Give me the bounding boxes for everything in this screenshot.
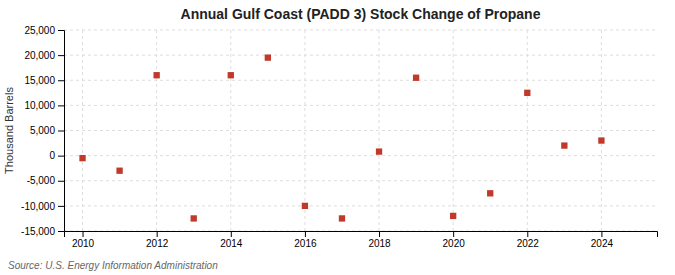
x-tick-mark xyxy=(305,231,306,237)
y-tick-mark xyxy=(58,80,64,81)
x-tick-mark xyxy=(83,231,84,237)
grid-line-y xyxy=(64,130,657,131)
point xyxy=(561,142,567,148)
y-tick: 25,000 xyxy=(24,25,64,36)
y-tick-mark xyxy=(58,131,64,132)
x-tick-mark xyxy=(527,231,528,237)
y-tick-label: -5,000 xyxy=(27,175,56,186)
y-tick: 15,000 xyxy=(24,75,64,86)
x-tick-mark xyxy=(157,231,158,237)
point xyxy=(376,148,382,154)
point xyxy=(450,213,456,219)
source: Source: U.S. Energy Information Administ… xyxy=(8,260,218,271)
grid-line-x xyxy=(156,30,157,231)
x-tick-mark xyxy=(601,231,602,237)
chart: 20102012201420162018202020222024-15,000-… xyxy=(0,0,675,275)
plot-area: 20102012201420162018202020222024-15,000-… xyxy=(21,25,657,249)
y-tick: 10,000 xyxy=(24,100,64,111)
y-tick: 5,000 xyxy=(30,125,64,136)
point xyxy=(487,190,493,196)
x-axis-line xyxy=(65,232,658,238)
y-tick-mark xyxy=(58,231,64,232)
x-tick-label: 2018 xyxy=(368,238,391,249)
x-tick-mark xyxy=(231,231,232,237)
y-tick-label: -15,000 xyxy=(21,226,55,237)
x-axis: 2010 2012 2014 2016 2018 2020 2022 2024 xyxy=(65,231,658,249)
x-tick: 2010 xyxy=(72,231,95,249)
y-tick-mark xyxy=(58,105,64,106)
grid-line-y xyxy=(64,30,657,31)
x-tick: 2022 xyxy=(517,231,540,249)
y-tick-mark xyxy=(58,206,64,207)
y-tick-label: 20,000 xyxy=(24,50,55,61)
grid-line-y xyxy=(64,205,657,206)
point xyxy=(153,72,159,78)
point xyxy=(339,215,345,221)
grid-line-y xyxy=(64,105,657,106)
point xyxy=(302,203,308,209)
y-axis-line xyxy=(58,31,65,232)
y-tick-label: 0 xyxy=(49,150,55,161)
grid-line-y xyxy=(64,155,657,156)
grid xyxy=(64,30,657,231)
point xyxy=(79,155,85,161)
x-tick-label: 2022 xyxy=(517,238,540,249)
x-tick: 2016 xyxy=(294,231,317,249)
grid-line-x xyxy=(453,30,454,231)
y-axis-label: Thousand Barrels xyxy=(3,87,15,174)
x-tick: 2012 xyxy=(146,231,169,249)
x-tick: 2020 xyxy=(443,231,466,249)
x-tick-mark xyxy=(379,231,380,237)
y-tick-label: -10,000 xyxy=(21,201,55,212)
title: Annual Gulf Coast (PADD 3) Stock Change … xyxy=(181,6,541,22)
x-tick-mark xyxy=(453,231,454,237)
x-tick-label: 2014 xyxy=(220,238,243,249)
y-tick-label: 15,000 xyxy=(24,75,55,86)
grid-line-x xyxy=(82,30,83,231)
grid-line-y xyxy=(64,80,657,81)
point xyxy=(191,215,197,221)
x-tick-label: 2024 xyxy=(591,238,614,249)
x-tick-label: 2016 xyxy=(294,238,317,249)
y-tick-label: 25,000 xyxy=(24,25,55,36)
x-tick: 2024 xyxy=(591,231,614,249)
point xyxy=(228,72,234,78)
y-tick: -5,000 xyxy=(27,175,64,186)
grid-line-x xyxy=(230,30,231,231)
points xyxy=(79,54,604,221)
point xyxy=(413,75,419,81)
x-tick: 2018 xyxy=(368,231,391,249)
grid-line-y xyxy=(64,180,657,181)
x-tick-label: 2020 xyxy=(443,238,466,249)
y-tick-mark xyxy=(58,30,64,31)
y-tick: -10,000 xyxy=(21,201,64,212)
x-tick-label: 2010 xyxy=(72,238,95,249)
grid-line-y xyxy=(64,55,657,56)
y-tick: 0 xyxy=(49,150,64,161)
grid-line-x xyxy=(304,30,305,231)
grid-line-x xyxy=(601,30,602,231)
point xyxy=(524,90,530,96)
point xyxy=(116,168,122,174)
y-tick: -15,000 xyxy=(21,226,64,237)
y-tick-mark xyxy=(58,55,64,56)
y-tick-label: 10,000 xyxy=(24,100,55,111)
y-tick-mark xyxy=(58,156,64,157)
x-tick: 2014 xyxy=(220,231,243,249)
point xyxy=(598,137,604,143)
grid-line-x xyxy=(379,30,380,231)
grid-line-x xyxy=(527,30,528,231)
point xyxy=(265,54,271,60)
y-tick: 20,000 xyxy=(24,50,64,61)
y-axis: -15,000 -10,000 -5,000 0 5,000 10,000 15,000 20… xyxy=(21,25,64,237)
x-tick-label: 2012 xyxy=(146,238,169,249)
y-tick-label: 5,000 xyxy=(30,125,55,136)
y-tick-mark xyxy=(58,181,64,182)
